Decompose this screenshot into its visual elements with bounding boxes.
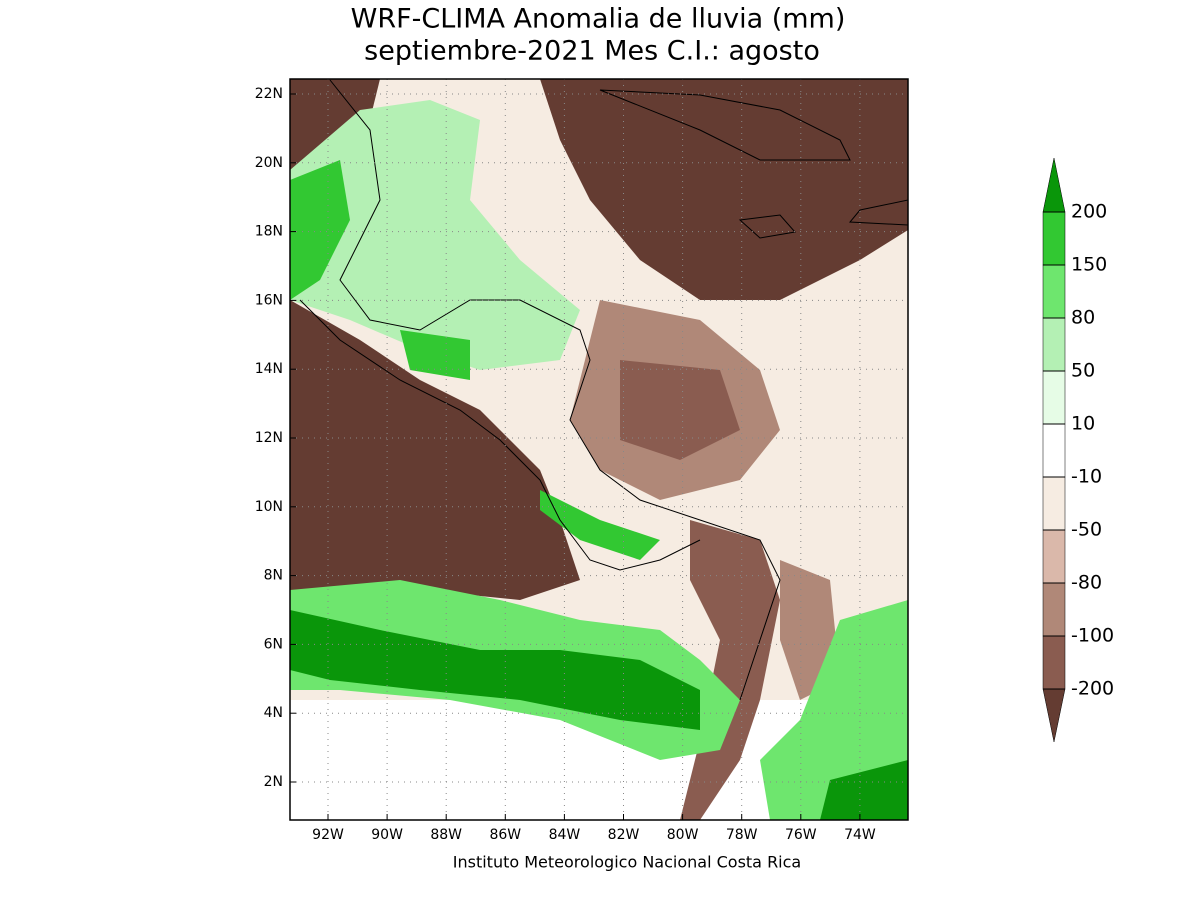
lon-label: 84W <box>549 827 581 843</box>
lon-label: 90W <box>371 827 403 843</box>
colorbar-segment <box>1042 529 1066 584</box>
colorbar-segment <box>1042 317 1066 372</box>
lat-label: 8N <box>264 568 283 584</box>
colorbar-label: -100 <box>1071 625 1114 647</box>
lon-label: 78W <box>726 827 758 843</box>
lat-label: 18N <box>255 224 283 240</box>
lon-label: 86W <box>489 827 521 843</box>
lat-label: 14N <box>255 361 283 377</box>
colorbar-label: -10 <box>1071 466 1102 488</box>
title-line: WRF-CLIMA Anomalia de lluvia (mm) <box>351 4 846 35</box>
colorbar-label: 50 <box>1071 360 1095 382</box>
footer: Instituto Meteorologico Nacional Costa R… <box>453 853 801 872</box>
graticule: 22N 20N 18N 16N 14N 12N 10N 8N 6N 4N 2N 92W 90W 88W 86… <box>255 79 908 843</box>
lat-label: 22N <box>255 86 283 102</box>
colorbar-label: -80 <box>1071 572 1102 594</box>
colorbar-segment <box>1042 370 1066 425</box>
colorbar-segment <box>1042 211 1066 266</box>
map-frame <box>289 78 909 821</box>
colorbar-label: 200 <box>1071 201 1107 223</box>
title-line: septiembre-2021 Mes C.I.: agosto <box>364 36 820 67</box>
colorbar-segment <box>1042 264 1066 319</box>
colorbar-segment <box>1042 476 1066 531</box>
lon-label: 76W <box>785 827 817 843</box>
lat-label: 20N <box>255 155 283 171</box>
map-field <box>290 79 908 820</box>
colorbar-triangle <box>1042 688 1066 743</box>
lon-label: 88W <box>430 827 462 843</box>
lon-label: 92W <box>312 827 344 843</box>
colorbar-triangle <box>1042 157 1066 213</box>
colorbar: 200 150 80 50 10 -10 -50 -80 -100 -200 <box>1042 157 1114 743</box>
lat-label: 16N <box>255 292 283 308</box>
colorbar-segment <box>1042 635 1066 690</box>
lat-label: 2N <box>264 774 283 790</box>
lat-label: 4N <box>264 705 283 721</box>
lon-label: 74W <box>844 827 876 843</box>
lon-label: 82W <box>608 827 640 843</box>
colorbar-label: 80 <box>1071 307 1095 329</box>
colorbar-segment <box>1042 423 1066 478</box>
lat-label: 10N <box>255 499 283 515</box>
colorbar-label: 10 <box>1071 413 1095 435</box>
lon-label: 80W <box>667 827 699 843</box>
colorbar-segment <box>1042 582 1066 637</box>
lat-label: 12N <box>255 430 283 446</box>
colorbar-label: -200 <box>1071 678 1114 700</box>
colorbar-label: -50 <box>1071 519 1102 541</box>
lat-label: 6N <box>264 636 283 652</box>
colorbar-label: 150 <box>1071 254 1107 276</box>
